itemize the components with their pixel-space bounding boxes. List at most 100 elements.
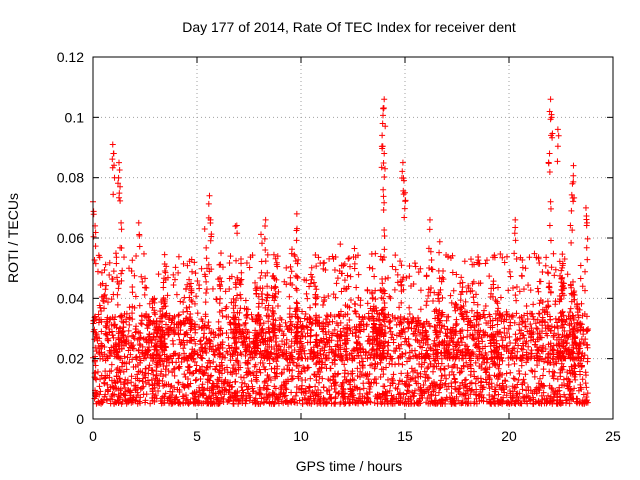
data-point (448, 383, 455, 390)
data-point (329, 359, 336, 366)
data-point (514, 390, 521, 397)
data-point (396, 399, 403, 406)
data-point (461, 258, 468, 265)
data-point (477, 382, 484, 389)
data-point (184, 382, 191, 389)
data-point (489, 393, 496, 400)
data-point (257, 369, 264, 376)
data-point (190, 400, 197, 407)
data-point (401, 315, 408, 322)
data-point (101, 393, 108, 400)
data-point (424, 365, 431, 372)
data-point (564, 340, 571, 347)
x-tick-label: 0 (89, 428, 97, 444)
data-point (96, 383, 103, 390)
data-point (304, 339, 311, 346)
data-point (270, 356, 277, 363)
data-point (316, 365, 323, 372)
data-point (311, 397, 318, 404)
data-point (136, 377, 143, 384)
data-point (486, 385, 493, 392)
data-point (99, 342, 106, 349)
data-point (185, 400, 192, 407)
data-point (128, 397, 135, 404)
data-point (293, 383, 300, 390)
data-point (108, 377, 115, 384)
data-point (259, 336, 266, 343)
data-point (242, 320, 249, 327)
data-point (365, 379, 372, 386)
data-point (562, 394, 569, 401)
data-point (215, 368, 222, 375)
data-point (407, 376, 414, 383)
data-point (175, 312, 182, 319)
data-point (371, 376, 378, 383)
data-point (219, 365, 226, 372)
data-point (252, 395, 259, 402)
data-point (462, 376, 469, 383)
data-point (170, 341, 177, 348)
data-point (536, 384, 543, 391)
data-point (160, 382, 167, 389)
data-point (505, 361, 512, 368)
data-point (423, 386, 430, 393)
data-point (123, 366, 130, 373)
data-point (307, 393, 314, 400)
data-point (506, 333, 513, 340)
data-point (326, 387, 333, 394)
data-points (90, 96, 592, 407)
data-point (108, 344, 115, 351)
data-point (418, 392, 425, 399)
data-point (502, 334, 509, 341)
data-point (104, 381, 111, 388)
data-point (442, 330, 449, 337)
data-point (513, 391, 520, 398)
data-point (169, 388, 176, 395)
data-point (307, 332, 314, 339)
data-point (218, 370, 225, 377)
data-point (153, 372, 160, 379)
data-point (200, 387, 207, 394)
data-point (91, 326, 98, 333)
data-point (267, 377, 274, 384)
data-point (474, 301, 481, 308)
data-point (566, 309, 573, 316)
data-point (169, 369, 176, 376)
data-point (347, 377, 354, 384)
data-point (390, 371, 397, 378)
data-point (584, 390, 591, 397)
data-point (397, 313, 404, 320)
data-point (448, 368, 455, 375)
data-point (534, 350, 541, 357)
data-point (467, 362, 474, 369)
data-point (129, 356, 136, 363)
chart-title: Day 177 of 2014, Rate Of TEC Index for r… (182, 19, 516, 35)
data-point (360, 358, 367, 365)
data-point (471, 336, 478, 343)
data-point (215, 377, 222, 384)
data-point (192, 377, 199, 384)
data-point (564, 369, 571, 376)
data-point (212, 346, 219, 353)
data-point (363, 321, 370, 328)
data-point (298, 368, 305, 375)
data-point (157, 361, 164, 368)
data-point (271, 383, 278, 390)
x-tick-label: 20 (501, 428, 517, 444)
data-point (409, 314, 416, 321)
data-point (425, 364, 432, 371)
data-point (423, 371, 430, 378)
data-point (345, 370, 352, 377)
data-point (213, 380, 220, 387)
data-point (117, 379, 124, 386)
data-point (106, 374, 113, 381)
data-point (460, 384, 467, 391)
data-point (301, 315, 308, 322)
data-point (477, 375, 484, 382)
data-point (98, 398, 105, 405)
data-point (330, 373, 337, 380)
data-point (386, 360, 393, 367)
data-point (296, 344, 303, 351)
data-point (335, 389, 342, 396)
data-point (520, 394, 527, 401)
